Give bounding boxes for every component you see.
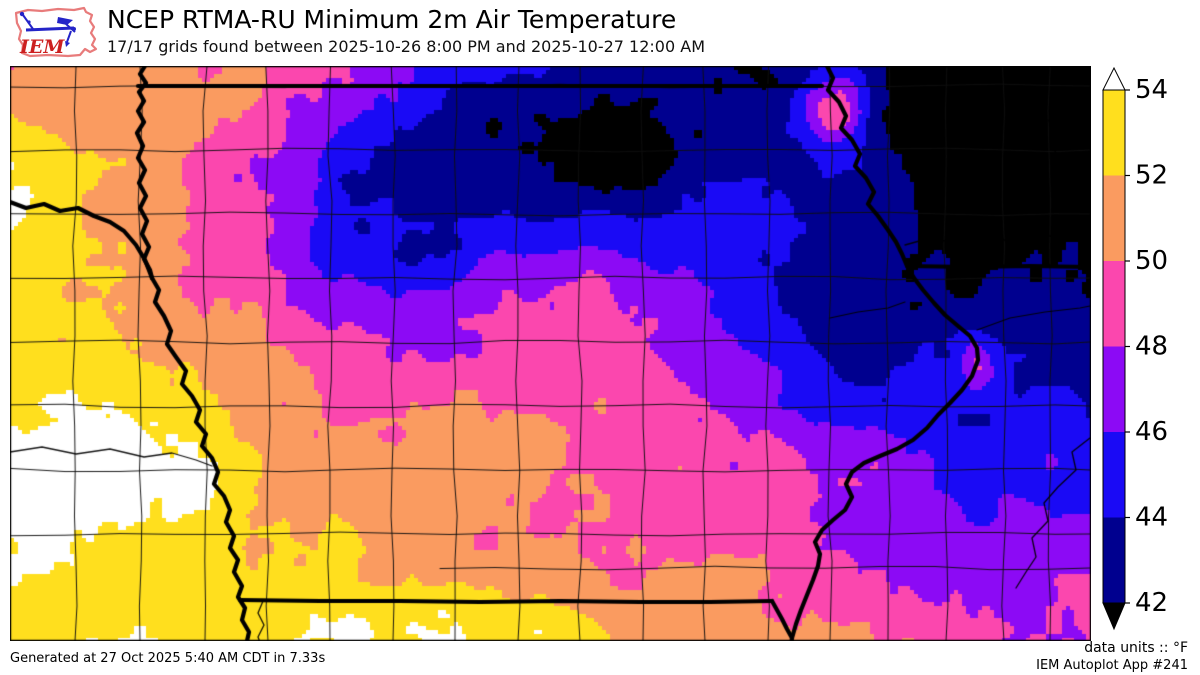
colorbar-bin (1103, 432, 1125, 518)
colorbar-label: 44 (1135, 503, 1168, 533)
colorbar-bin (1103, 261, 1125, 347)
wind-vane-icon (19, 11, 76, 47)
temperature-map-canvas (10, 66, 1091, 641)
colorbar: 54 52 50 48 46 44 42 (1102, 66, 1168, 631)
colorbar-under-arrow (1102, 602, 1126, 631)
colorbar-bin (1103, 517, 1125, 604)
colorbar-bin (1103, 90, 1125, 176)
iowa-outline-icon (14, 6, 98, 58)
colorbar-over-arrow (1102, 66, 1126, 91)
colorbar-bin (1103, 175, 1125, 262)
colorbar-label: 42 (1135, 588, 1168, 618)
generated-timestamp: Generated at 27 Oct 2025 5:40 AM CDT in … (10, 651, 326, 666)
colorbar-label: 52 (1135, 161, 1168, 191)
colorbar-bin (1103, 346, 1125, 433)
iem-logo: IEM (14, 6, 98, 58)
colorbar-label: 50 (1135, 246, 1168, 276)
data-units-label: data units :: °F (1084, 640, 1188, 656)
colorbar-label: 48 (1135, 332, 1168, 362)
page-title: NCEP RTMA-RU Minimum 2m Air Temperature (107, 5, 677, 34)
page-subtitle: 17/17 grids found between 2025-10-26 8:0… (107, 37, 705, 56)
logo-text: IEM (19, 36, 65, 58)
app-id-label: IEM Autoplot App #241 (1036, 658, 1188, 673)
colorbar-label: 54 (1135, 75, 1168, 105)
colorbar-label: 46 (1135, 417, 1168, 447)
